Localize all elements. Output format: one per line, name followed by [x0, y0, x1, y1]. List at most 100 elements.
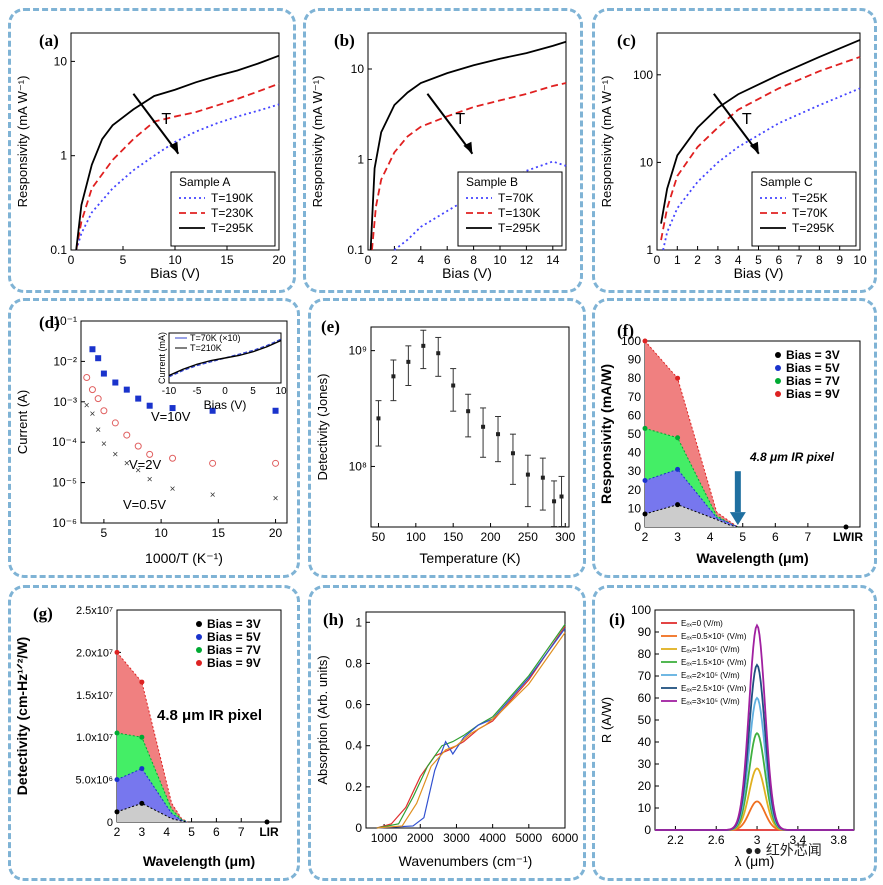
- data-point: [114, 777, 120, 783]
- data-point: [135, 395, 142, 402]
- y-tick-label: 60: [628, 408, 642, 422]
- y-axis-label: Responsivity (mA W⁻¹): [15, 76, 30, 208]
- data-point: [114, 809, 120, 815]
- legend-box: [751, 171, 857, 247]
- data-point: [209, 407, 216, 414]
- data-point: [436, 351, 441, 356]
- peak-line: [655, 623, 854, 831]
- y-tick-label: 90: [628, 353, 642, 367]
- data-point: [139, 766, 145, 772]
- legend-box: [170, 171, 276, 247]
- y-tick-label: 10: [628, 501, 642, 515]
- x-tick-label: 1: [674, 253, 681, 267]
- y-tick-label: 1.5x10⁷: [76, 690, 113, 702]
- x-tick-label: 4: [735, 253, 742, 267]
- y-tick-label: 10⁹: [349, 344, 368, 358]
- data-point: ×: [273, 494, 279, 505]
- y-tick-label: 80: [628, 371, 642, 385]
- data-point: [95, 355, 102, 362]
- y-tick-label: 50: [628, 427, 642, 441]
- peak-line: [655, 731, 854, 831]
- y-tick-label: 0.2: [345, 780, 362, 794]
- x-tick-label: 5: [101, 526, 108, 540]
- panel-label: (g): [33, 604, 53, 623]
- panel-g: (g) 2 3 4 5 6 7 0 5.0x10⁶ 1.0x10⁷ 1.5x10⁷ 2.0x10⁷ 2.…: [8, 585, 300, 881]
- legend-marker: [775, 378, 781, 384]
- inset-tick-label: -10: [162, 386, 177, 397]
- inset-tick-label: 0: [222, 386, 228, 397]
- x-tick-label: 6: [775, 253, 782, 267]
- panel-label: (a): [39, 31, 59, 50]
- series-line: [644, 340, 739, 528]
- x-tick-label: 3: [674, 530, 681, 544]
- annotation-text: 4.8 μm IR pixel: [157, 707, 262, 724]
- legend-entry: T=25K: [792, 191, 828, 205]
- legend-entry: T=70K: [792, 206, 828, 220]
- y-tick-label: 10⁻⁴: [52, 435, 77, 449]
- y-tick-label: 2.0x10⁷: [76, 647, 113, 659]
- x-tick-label: 15: [212, 526, 226, 540]
- data-point: [496, 432, 501, 437]
- data-point: [272, 407, 279, 414]
- panel-label: (f): [617, 321, 634, 340]
- panel-e: (e) 50 100 150 200 250 300 10⁸ 10⁹ Temperature (K…: [308, 298, 586, 578]
- y-tick-label: 10⁻⁶: [52, 516, 77, 530]
- legend-entry: Eₑₓ=1×10⁵ (V/m): [681, 645, 740, 654]
- data-point: [83, 373, 91, 381]
- legend-entry: Bias = 9V: [207, 656, 261, 670]
- plot-frame: [367, 32, 567, 251]
- series-line: [376, 632, 566, 829]
- x-tick-label: 14: [546, 253, 560, 267]
- data-point: [552, 499, 557, 504]
- chart-svg-g: 2 3 4 5 6 7 0 5.0x10⁶ 1.0x10⁷ 1.5x10⁷ 2.0x10⁷ 2.5x1…: [14, 605, 282, 869]
- x-tick-label: 7: [805, 530, 812, 544]
- data-point: [391, 374, 396, 379]
- series-line: [644, 427, 739, 528]
- legend-entry: T=230K: [211, 206, 253, 220]
- legend-entry: T=295K: [211, 221, 253, 235]
- legend-title: Sample A: [179, 175, 230, 189]
- data-point: ×: [210, 490, 216, 501]
- y-tick-label: 1.0x10⁷: [76, 732, 113, 744]
- area-fill: [645, 504, 738, 527]
- chart-svg-d: 5 10 15 20 10⁻⁶ 10⁻⁵ 10⁻⁴ 10⁻³ 10⁻² 10⁻¹ 1000/T (K…: [15, 314, 288, 566]
- x-tick-label: 100: [406, 530, 426, 544]
- data-point: [466, 409, 471, 414]
- y-tick-label: 10⁻³: [53, 395, 77, 409]
- panel-d: (d) 5 10 15 20 10⁻⁶ 10⁻⁵ 10⁻⁴ 10⁻³ 10⁻² 10⁻¹ 1000/T…: [8, 298, 300, 578]
- y-tick-label: 0.1: [50, 243, 67, 257]
- y-tick-label: 1: [646, 243, 653, 257]
- y-tick-label: 80: [638, 647, 652, 661]
- arrow-head: [749, 141, 759, 154]
- series-label: V=2V: [129, 457, 161, 472]
- watermark-text: 红外芯闻: [765, 842, 822, 858]
- temperature-arrow: [426, 93, 474, 155]
- panel-f: (f) 2 3 4 5 6 7 0 10 20 30 40 50 60 70 80 90 100 LWIR Wavel…: [592, 298, 877, 578]
- legend-entry: T=130K: [498, 206, 540, 220]
- data-point: [169, 454, 177, 462]
- x-tick-label: 3: [754, 833, 761, 847]
- data-point: [169, 405, 176, 412]
- legend-entry: Bias = 5V: [786, 361, 840, 375]
- legend-marker: [196, 634, 202, 640]
- y-tick-label: 10: [640, 155, 654, 169]
- data-point: [94, 395, 102, 403]
- y-tick-label: 10: [351, 62, 365, 76]
- x-axis-label: λ (μm): [735, 853, 775, 869]
- legend-box: [457, 171, 563, 247]
- data-point: ×: [147, 474, 153, 485]
- x-tick-label: 3: [139, 825, 146, 839]
- y-tick-label: 30: [628, 464, 642, 478]
- y-tick-label: 0.4: [345, 739, 362, 753]
- x-tick-label: 3000: [443, 831, 470, 845]
- data-point: [123, 386, 130, 393]
- x-tick-label: 200: [481, 530, 501, 544]
- x-tick-label: 8: [816, 253, 823, 267]
- y-tick-label: 0: [644, 823, 651, 837]
- y-tick-label: 70: [628, 390, 642, 404]
- legend-entry: T=295K: [498, 221, 540, 235]
- data-point: [675, 375, 681, 381]
- peak-line: [655, 800, 854, 831]
- series-line: [644, 504, 738, 528]
